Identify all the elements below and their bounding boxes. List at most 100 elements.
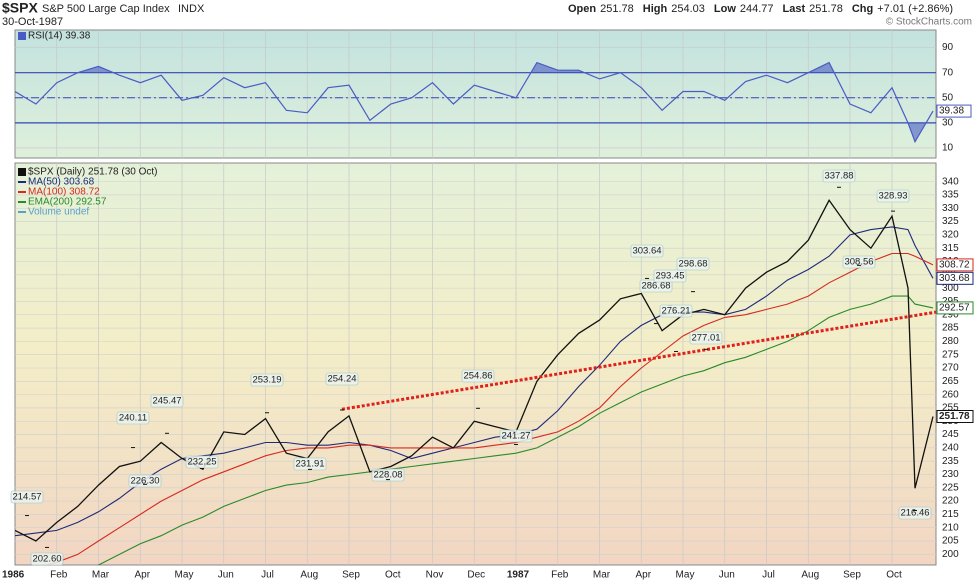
value-tag-box <box>936 258 974 272</box>
annotation: 293.45 <box>655 271 684 282</box>
exchange: INDX <box>178 3 205 15</box>
quote-value: +7.01 (+2.86%) <box>877 3 953 15</box>
x-tick-label: Oct <box>385 570 401 581</box>
annotation-box <box>630 244 664 258</box>
legend-swatch <box>18 32 26 40</box>
annotation: 202.60 <box>32 554 61 565</box>
x-tick-label: 1986 <box>2 570 25 581</box>
y-tick-label: 280 <box>942 336 959 347</box>
x-tick-label: Feb <box>50 570 68 581</box>
quote-value: 254.03 <box>671 3 705 15</box>
quote-label: High <box>643 3 668 15</box>
y-tick-label: 225 <box>942 482 959 493</box>
annotation-box <box>30 552 64 566</box>
symbol: $SPX <box>2 0 38 16</box>
y-tick-label: 30 <box>942 118 954 129</box>
y-tick-label: 245 <box>942 429 959 440</box>
y-tick-label: 275 <box>942 349 959 360</box>
y-tick-label: 265 <box>942 376 959 387</box>
annotation: 232.25 <box>187 457 216 468</box>
x-tick-label: Jul <box>261 570 274 581</box>
legend-entry: Volume undef <box>28 207 89 218</box>
y-tick-label: 270 <box>942 363 959 374</box>
annotation: 286.68 <box>641 281 670 292</box>
annotation-box <box>293 457 327 471</box>
value-tag-box <box>936 301 974 315</box>
y-tick-label: 90 <box>942 42 954 53</box>
y-tick-label: 70 <box>942 67 954 78</box>
value-tag-box <box>936 409 974 423</box>
y-tick-label: 325 <box>942 216 959 227</box>
annotation: 328.93 <box>878 191 907 202</box>
y-tick-label: 235 <box>942 456 959 467</box>
y-tick-label: 315 <box>942 243 959 254</box>
legend-entry: $SPX (Daily) 251.78 (30 Oct) <box>28 167 158 178</box>
annotation: 231.91 <box>295 459 324 470</box>
annotation-box <box>842 255 876 269</box>
quote-label: Chg <box>852 3 873 15</box>
annotation: 303.64 <box>632 246 661 257</box>
legend-entry: EMA(200) 292.57 <box>28 197 107 208</box>
legend-swatch <box>18 168 26 176</box>
quote-label: Open <box>568 3 596 15</box>
annotation: 298.68 <box>678 259 707 270</box>
y-tick-label: 335 <box>942 190 959 201</box>
annotation: 308.56 <box>844 257 873 268</box>
annotation-box <box>659 304 693 318</box>
date: 30-Oct-1987 <box>2 16 63 28</box>
rsi-panel <box>14 29 937 159</box>
annotation: 214.57 <box>12 492 41 503</box>
quote-value: 251.78 <box>809 3 843 15</box>
value-tag: 251.78 <box>939 411 970 422</box>
ma-line <box>15 226 934 537</box>
price-panel <box>14 162 937 566</box>
value-tag: 308.72 <box>939 260 970 271</box>
annotation-box <box>898 506 932 520</box>
value-tag: 303.68 <box>939 273 970 284</box>
price-line <box>15 199 934 542</box>
legend-entry: MA(50) 303.68 <box>28 177 95 188</box>
y-tick-label: 300 <box>942 283 959 294</box>
annotation-box <box>10 490 44 504</box>
y-tick-label: 220 <box>942 496 959 507</box>
y-tick-label: 340 <box>942 176 959 187</box>
y-tick-label: 240 <box>942 443 959 454</box>
x-tick-label: May <box>175 570 194 581</box>
y-tick-label: 230 <box>942 469 959 480</box>
rsi-line <box>15 61 934 144</box>
x-tick-label: Nov <box>426 570 444 581</box>
x-tick-label: Apr <box>635 570 651 581</box>
annotation-box <box>150 394 184 408</box>
rsi-legend: RSI(14) 39.38 <box>28 31 91 42</box>
x-tick-label: Mar <box>593 570 611 581</box>
y-tick-label: 205 <box>942 536 959 547</box>
ma-line <box>44 252 934 565</box>
y-tick-label: 290 <box>942 309 959 320</box>
annotation-box <box>653 269 687 283</box>
x-tick-label: 1987 <box>507 570 530 581</box>
y-tick-label: 260 <box>942 389 959 400</box>
y-tick-label: 330 <box>942 203 959 214</box>
x-tick-label: Sep <box>342 570 360 581</box>
x-tick-label: Sep <box>843 570 861 581</box>
x-tick-label: Oct <box>886 570 902 581</box>
annotation-box <box>461 369 495 383</box>
index-name: S&P 500 Large Cap Index <box>42 3 170 15</box>
annotation: 226.30 <box>130 476 159 487</box>
annotation-box <box>250 373 284 387</box>
x-tick-label: Jul <box>762 570 775 581</box>
annotation: 240.11 <box>119 413 147 424</box>
y-tick-label: 255 <box>942 403 959 414</box>
y-tick-label: 215 <box>942 509 959 520</box>
annotation: 245.47 <box>152 396 181 407</box>
annotation: 254.86 <box>463 371 492 382</box>
y-tick-label: 320 <box>942 230 959 241</box>
x-tick-label: Jun <box>719 570 735 581</box>
x-tick-label: Feb <box>551 570 569 581</box>
annotation: 276.21 <box>661 306 690 317</box>
annotation-box <box>822 169 856 183</box>
annotation-box <box>371 468 405 482</box>
value-tag: 39.38 <box>939 106 964 117</box>
annotation: 216.46 <box>900 508 929 519</box>
